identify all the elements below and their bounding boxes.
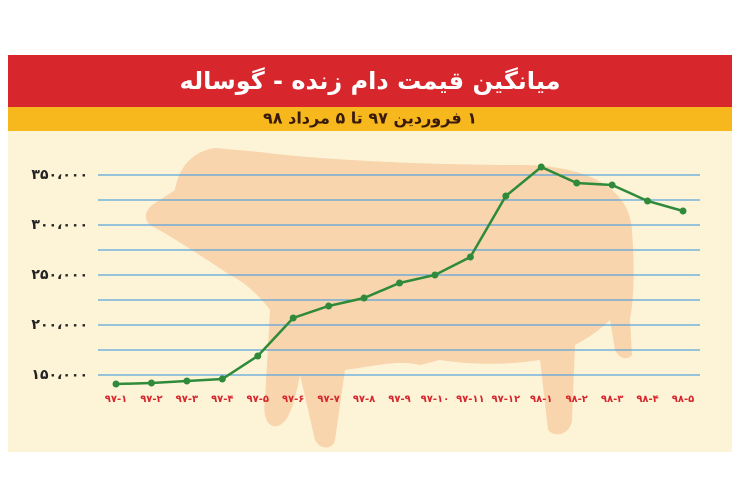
y-tick-label: ۲۵۰،۰۰۰	[31, 267, 88, 283]
x-tick-label: ۹۸-۲	[565, 394, 587, 405]
point	[396, 279, 403, 287]
point	[644, 197, 652, 205]
cow-silhouette	[145, 148, 634, 448]
title-banner	[8, 55, 732, 107]
x-tick-label: ۹۷-۱۲	[492, 394, 521, 405]
point	[502, 192, 510, 200]
subtitle-banner	[8, 107, 732, 131]
point	[431, 271, 439, 279]
x-tick-label: ۹۷-۱۰	[421, 394, 450, 405]
y-tick-label: ۳۵۰،۰۰۰	[31, 167, 88, 183]
x-tick-label: ۹۸-۵	[672, 394, 694, 405]
chart-title: میانگین قیمت دام زنده - گوساله	[180, 67, 561, 95]
x-tick-label: ۹۷-۸	[353, 394, 375, 405]
y-tick-label: ۳۰۰،۰۰۰	[31, 217, 88, 233]
point	[218, 375, 226, 383]
x-tick-label: ۹۷-۱	[105, 394, 127, 405]
point	[289, 314, 297, 322]
chart-subtitle: ۱ فروردین ۹۷ تا ۵ مرداد ۹۸	[263, 109, 477, 128]
x-tick-label: ۹۷-۷	[317, 394, 339, 405]
x-tick-label: ۹۸-۱	[530, 394, 552, 405]
x-tick-label: ۹۸-۴	[636, 394, 658, 405]
point	[147, 379, 155, 387]
x-tick-label: ۹۷-۹	[388, 394, 410, 405]
point	[537, 163, 545, 171]
x-tick-label: ۹۷-۶	[282, 394, 304, 405]
x-tick-label: ۹۷-۲	[140, 394, 162, 405]
x-tick-label: ۹۷-۴	[211, 394, 233, 405]
point	[466, 253, 474, 261]
point	[573, 179, 581, 187]
x-tick-label: ۹۷-۵	[247, 394, 269, 405]
point	[608, 181, 616, 189]
point	[679, 207, 687, 215]
y-tick-label: ۱۵۰،۰۰۰	[31, 367, 88, 383]
point	[183, 377, 191, 385]
x-tick-label: ۹۷-۳	[176, 394, 198, 405]
y-tick-label: ۲۰۰،۰۰۰	[31, 317, 88, 333]
x-tick-label: ۹۷-۱۱	[456, 394, 485, 405]
point	[325, 302, 333, 310]
point	[254, 352, 262, 360]
point	[112, 380, 120, 388]
x-tick-label: ۹۸-۳	[601, 394, 623, 405]
point	[360, 294, 368, 302]
